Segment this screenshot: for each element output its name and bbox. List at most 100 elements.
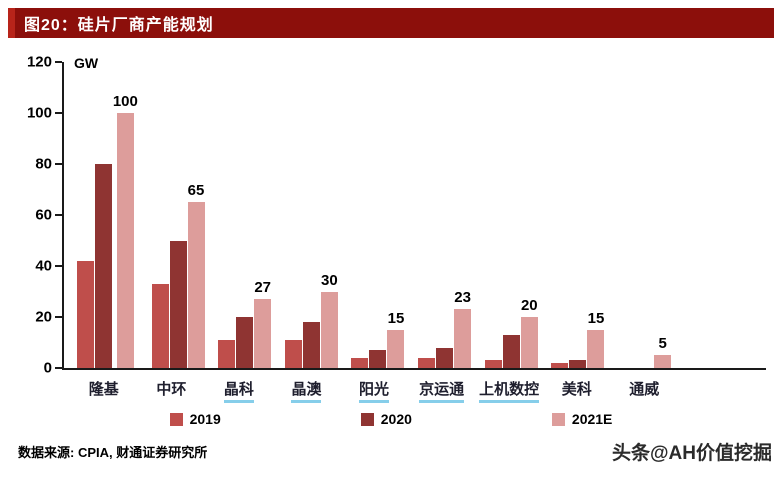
bar-value-label: 65: [187, 182, 205, 200]
bar-2019: [551, 362, 569, 368]
bar-column: [636, 62, 653, 368]
bar-column: [76, 62, 94, 368]
x-axis-label: 阳光: [359, 378, 390, 403]
bar-2021E: [387, 329, 405, 368]
y-tick-label: 0: [43, 359, 52, 377]
bar-column: 5: [654, 62, 672, 368]
x-axis-label-cell: 隆基: [70, 378, 138, 402]
legend-item-2021E: 2021E: [551, 411, 613, 427]
x-axis-labels: 隆基 中环 晶科 晶澳 阳光 京运通 上机数控 美科 通威: [64, 378, 766, 403]
bar-2020: [236, 317, 254, 368]
bar-column: [484, 62, 502, 368]
y-tick-mark: [55, 214, 62, 216]
bar-value-label: 23: [454, 289, 471, 307]
bar-column: 27: [254, 62, 272, 368]
bar-column: [151, 62, 169, 368]
bar-column: 20: [520, 62, 538, 368]
bar-2019: [76, 260, 94, 368]
bar-2021E: [454, 309, 472, 368]
bar-2019: [484, 360, 502, 368]
bar-column: [436, 62, 454, 368]
x-axis-label-cell: 京运通: [408, 378, 476, 403]
bar-2021E: [187, 202, 205, 368]
y-tick-mark: [55, 61, 62, 63]
bar-2019: [418, 357, 436, 368]
bar-2020: [502, 334, 520, 368]
x-axis-label-cell: 中环: [138, 378, 206, 402]
bar-2021E: [520, 317, 538, 368]
y-tick-mark: [55, 265, 62, 267]
legend-label: 2021E: [571, 411, 613, 427]
bar-column: [284, 62, 302, 368]
bar-column: 15: [387, 62, 405, 368]
bar-column: [618, 62, 635, 368]
bar-2019: [351, 357, 369, 368]
bar-value-label: 15: [387, 309, 405, 327]
y-tick-mark: [55, 367, 62, 369]
bar-2021E: [254, 299, 272, 368]
x-axis-label-cell: 美科: [543, 378, 611, 402]
bar-2021E: [320, 291, 338, 368]
bar-value-label: 5: [658, 335, 667, 353]
watermark: 头条@AH价值挖掘: [612, 443, 772, 464]
bar-value-label: 15: [587, 309, 605, 327]
legend: 2019 2020 2021E: [0, 411, 782, 427]
bar-value-label: 30: [320, 271, 338, 289]
bar-group-4: 30: [284, 62, 338, 368]
bar-column: 15: [587, 62, 605, 368]
bar-2021E: [587, 329, 605, 368]
bar-2020: [569, 360, 587, 368]
bar-2020: [302, 322, 320, 368]
bar-column: [218, 62, 236, 368]
legend-item-2020: 2020: [360, 411, 412, 427]
bar-group-1: 100: [76, 62, 138, 368]
title-accent: [8, 8, 15, 38]
bar-2019: [151, 283, 169, 368]
bar-column: [351, 62, 369, 368]
bar-value-label: 27: [254, 279, 272, 297]
x-axis-label: 中环: [156, 381, 187, 398]
bar-group-9: 5: [618, 62, 672, 368]
x-axis-label: 通威: [629, 381, 660, 398]
bar-2020: [436, 347, 454, 368]
bar-column: [551, 62, 569, 368]
bar-group-6: 23: [418, 62, 472, 368]
legend-swatch: [360, 412, 374, 426]
x-axis-label: 晶科: [223, 378, 254, 403]
bar-groups: 100 65 27 30 15 23 20 15 5: [64, 62, 766, 368]
bar-group-2: 65: [151, 62, 205, 368]
bar-value-label: 100: [112, 93, 138, 110]
figure-title: 图20：硅片厂商产能规划: [24, 17, 214, 34]
x-axis-label: 隆基: [88, 381, 119, 398]
bar-2020: [169, 240, 187, 368]
bar-column: [418, 62, 436, 368]
y-tick-mark: [55, 163, 62, 165]
x-axis-label-cell: 上机数控: [475, 378, 543, 403]
bar-group-7: 20: [484, 62, 538, 368]
y-tick-label: 60: [35, 206, 52, 224]
bar-group-5: 15: [351, 62, 405, 368]
figure-title-bar: 图20：硅片厂商产能规划: [8, 8, 774, 38]
bar-column: [502, 62, 520, 368]
bar-value-label: 20: [520, 297, 538, 314]
bar-column: [169, 62, 187, 368]
y-tick-label: 120: [26, 53, 52, 71]
bar-column: [302, 62, 320, 368]
data-source: 数据来源: CPIA, 财通证券研究所: [18, 445, 208, 460]
x-axis-label-cell: 晶澳: [273, 378, 341, 403]
bar-2021E: [116, 113, 134, 368]
x-axis-label-cell: 阳光: [340, 378, 408, 403]
bar-2019: [218, 339, 236, 368]
bar-group-3: 27: [218, 62, 272, 368]
bar-column: 23: [454, 62, 472, 368]
y-tick-label: 80: [35, 155, 52, 173]
legend-swatch: [169, 412, 183, 426]
bar-column: 30: [320, 62, 338, 368]
bar-column: [369, 62, 387, 368]
x-axis-label: 晶澳: [291, 378, 322, 403]
y-tick-mark: [55, 316, 62, 318]
y-axis-unit-label: GW: [74, 55, 99, 71]
bar-column: [569, 62, 587, 368]
y-tick-label: 100: [26, 104, 52, 122]
y-tick-mark: [55, 112, 62, 114]
